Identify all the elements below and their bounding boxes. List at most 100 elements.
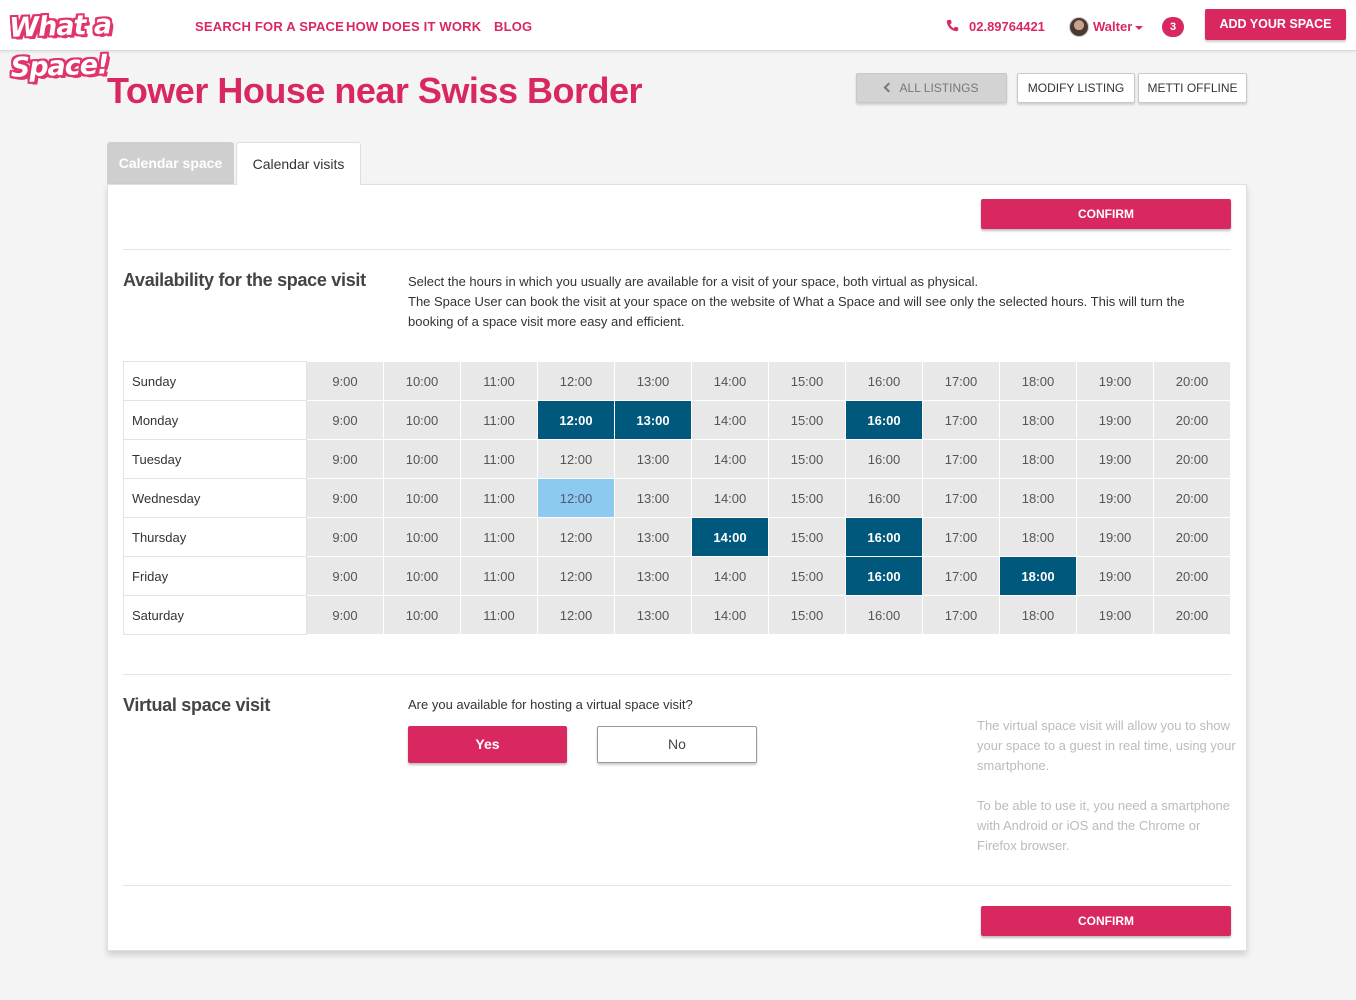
time-slot[interactable]: 10:00: [383, 556, 461, 596]
tab-calendar-visits[interactable]: Calendar visits: [236, 142, 361, 185]
time-slot[interactable]: 13:00: [614, 556, 692, 596]
time-slot[interactable]: 14:00: [691, 517, 769, 557]
time-slot[interactable]: 14:00: [691, 439, 769, 479]
time-slot[interactable]: 10:00: [383, 478, 461, 518]
time-slot[interactable]: 19:00: [1076, 361, 1154, 401]
time-slot[interactable]: 19:00: [1076, 556, 1154, 596]
time-slot[interactable]: 19:00: [1076, 478, 1154, 518]
time-slot[interactable]: 11:00: [460, 478, 538, 518]
time-slot[interactable]: 14:00: [691, 478, 769, 518]
time-slot[interactable]: 16:00: [845, 361, 923, 401]
time-slot[interactable]: 13:00: [614, 400, 692, 440]
time-slot[interactable]: 20:00: [1153, 478, 1231, 518]
time-slot[interactable]: 16:00: [845, 478, 923, 518]
time-slot[interactable]: 9:00: [306, 595, 384, 635]
time-slot[interactable]: 16:00: [845, 517, 923, 557]
all-listings-button[interactable]: ALL LISTINGS: [856, 73, 1007, 103]
time-slot[interactable]: 16:00: [845, 556, 923, 596]
time-slot[interactable]: 20:00: [1153, 517, 1231, 557]
time-slot[interactable]: 15:00: [768, 361, 846, 401]
metti-offline-button[interactable]: METTI OFFLINE: [1138, 73, 1247, 103]
time-slot[interactable]: 9:00: [306, 439, 384, 479]
time-slot[interactable]: 12:00: [537, 556, 615, 596]
time-slot[interactable]: 16:00: [845, 595, 923, 635]
time-slot[interactable]: 10:00: [383, 400, 461, 440]
time-slot[interactable]: 17:00: [922, 517, 1000, 557]
time-slot[interactable]: 13:00: [614, 439, 692, 479]
caret-down-icon[interactable]: [1135, 26, 1143, 30]
time-slot[interactable]: 15:00: [768, 517, 846, 557]
confirm-button-bottom[interactable]: CONFIRM: [981, 906, 1231, 936]
time-slot[interactable]: 18:00: [999, 361, 1077, 401]
time-slot[interactable]: 14:00: [691, 595, 769, 635]
time-slot[interactable]: 17:00: [922, 478, 1000, 518]
time-slot[interactable]: 16:00: [845, 400, 923, 440]
time-slot[interactable]: 18:00: [999, 556, 1077, 596]
time-slot[interactable]: 19:00: [1076, 400, 1154, 440]
confirm-button-top[interactable]: CONFIRM: [981, 199, 1231, 229]
time-slot[interactable]: 18:00: [999, 400, 1077, 440]
time-slot[interactable]: 20:00: [1153, 595, 1231, 635]
time-slot[interactable]: 17:00: [922, 595, 1000, 635]
nav-blog[interactable]: BLOG: [494, 19, 533, 34]
time-slot[interactable]: 12:00: [537, 361, 615, 401]
time-slot[interactable]: 12:00: [537, 595, 615, 635]
time-slot[interactable]: 19:00: [1076, 595, 1154, 635]
modify-listing-button[interactable]: MODIFY LISTING: [1017, 73, 1135, 103]
time-slot[interactable]: 11:00: [460, 361, 538, 401]
time-slot[interactable]: 20:00: [1153, 400, 1231, 440]
notification-badge[interactable]: 3: [1162, 17, 1184, 37]
time-slot[interactable]: 13:00: [614, 478, 692, 518]
time-slot[interactable]: 20:00: [1153, 439, 1231, 479]
add-your-space-button[interactable]: ADD YOUR SPACE: [1205, 9, 1346, 40]
time-slot[interactable]: 18:00: [999, 439, 1077, 479]
time-slot[interactable]: 11:00: [460, 517, 538, 557]
time-slot[interactable]: 15:00: [768, 400, 846, 440]
no-button[interactable]: No: [597, 726, 757, 763]
time-slot[interactable]: 9:00: [306, 517, 384, 557]
time-slot[interactable]: 14:00: [691, 556, 769, 596]
phone-number[interactable]: 02.89764421: [969, 19, 1045, 34]
time-slot[interactable]: 13:00: [614, 361, 692, 401]
time-slot[interactable]: 17:00: [922, 400, 1000, 440]
tab-calendar-space[interactable]: Calendar space: [107, 142, 234, 184]
time-slot[interactable]: 11:00: [460, 556, 538, 596]
logo[interactable]: What a Space!: [9, 6, 172, 84]
time-slot[interactable]: 11:00: [460, 400, 538, 440]
time-slot[interactable]: 13:00: [614, 517, 692, 557]
time-slot[interactable]: 16:00: [845, 439, 923, 479]
avatar[interactable]: [1069, 17, 1089, 37]
time-slot[interactable]: 11:00: [460, 439, 538, 479]
nav-search-for-a-space[interactable]: SEARCH FOR A SPACE: [195, 19, 345, 34]
time-slot[interactable]: 18:00: [999, 517, 1077, 557]
time-slot[interactable]: 9:00: [306, 556, 384, 596]
time-slot[interactable]: 13:00: [614, 595, 692, 635]
nav-how-does-it-work[interactable]: HOW DOES IT WORK: [346, 19, 482, 34]
user-menu[interactable]: Walter: [1093, 19, 1133, 34]
time-slot[interactable]: 15:00: [768, 595, 846, 635]
time-slot[interactable]: 9:00: [306, 478, 384, 518]
time-slot[interactable]: 17:00: [922, 439, 1000, 479]
time-slot[interactable]: 15:00: [768, 556, 846, 596]
time-slot[interactable]: 11:00: [460, 595, 538, 635]
time-slot[interactable]: 9:00: [306, 361, 384, 401]
time-slot[interactable]: 19:00: [1076, 517, 1154, 557]
time-slot[interactable]: 18:00: [999, 595, 1077, 635]
time-slot[interactable]: 17:00: [922, 361, 1000, 401]
time-slot[interactable]: 10:00: [383, 439, 461, 479]
time-slot[interactable]: 12:00: [537, 439, 615, 479]
time-slot[interactable]: 14:00: [691, 400, 769, 440]
time-slot[interactable]: 14:00: [691, 361, 769, 401]
time-slot[interactable]: 12:00: [537, 478, 615, 518]
time-slot[interactable]: 10:00: [383, 517, 461, 557]
time-slot[interactable]: 12:00: [537, 400, 615, 440]
yes-button[interactable]: Yes: [408, 726, 567, 763]
time-slot[interactable]: 10:00: [383, 595, 461, 635]
time-slot[interactable]: 19:00: [1076, 439, 1154, 479]
time-slot[interactable]: 12:00: [537, 517, 615, 557]
time-slot[interactable]: 18:00: [999, 478, 1077, 518]
time-slot[interactable]: 15:00: [768, 439, 846, 479]
time-slot[interactable]: 20:00: [1153, 556, 1231, 596]
time-slot[interactable]: 17:00: [922, 556, 1000, 596]
time-slot[interactable]: 15:00: [768, 478, 846, 518]
